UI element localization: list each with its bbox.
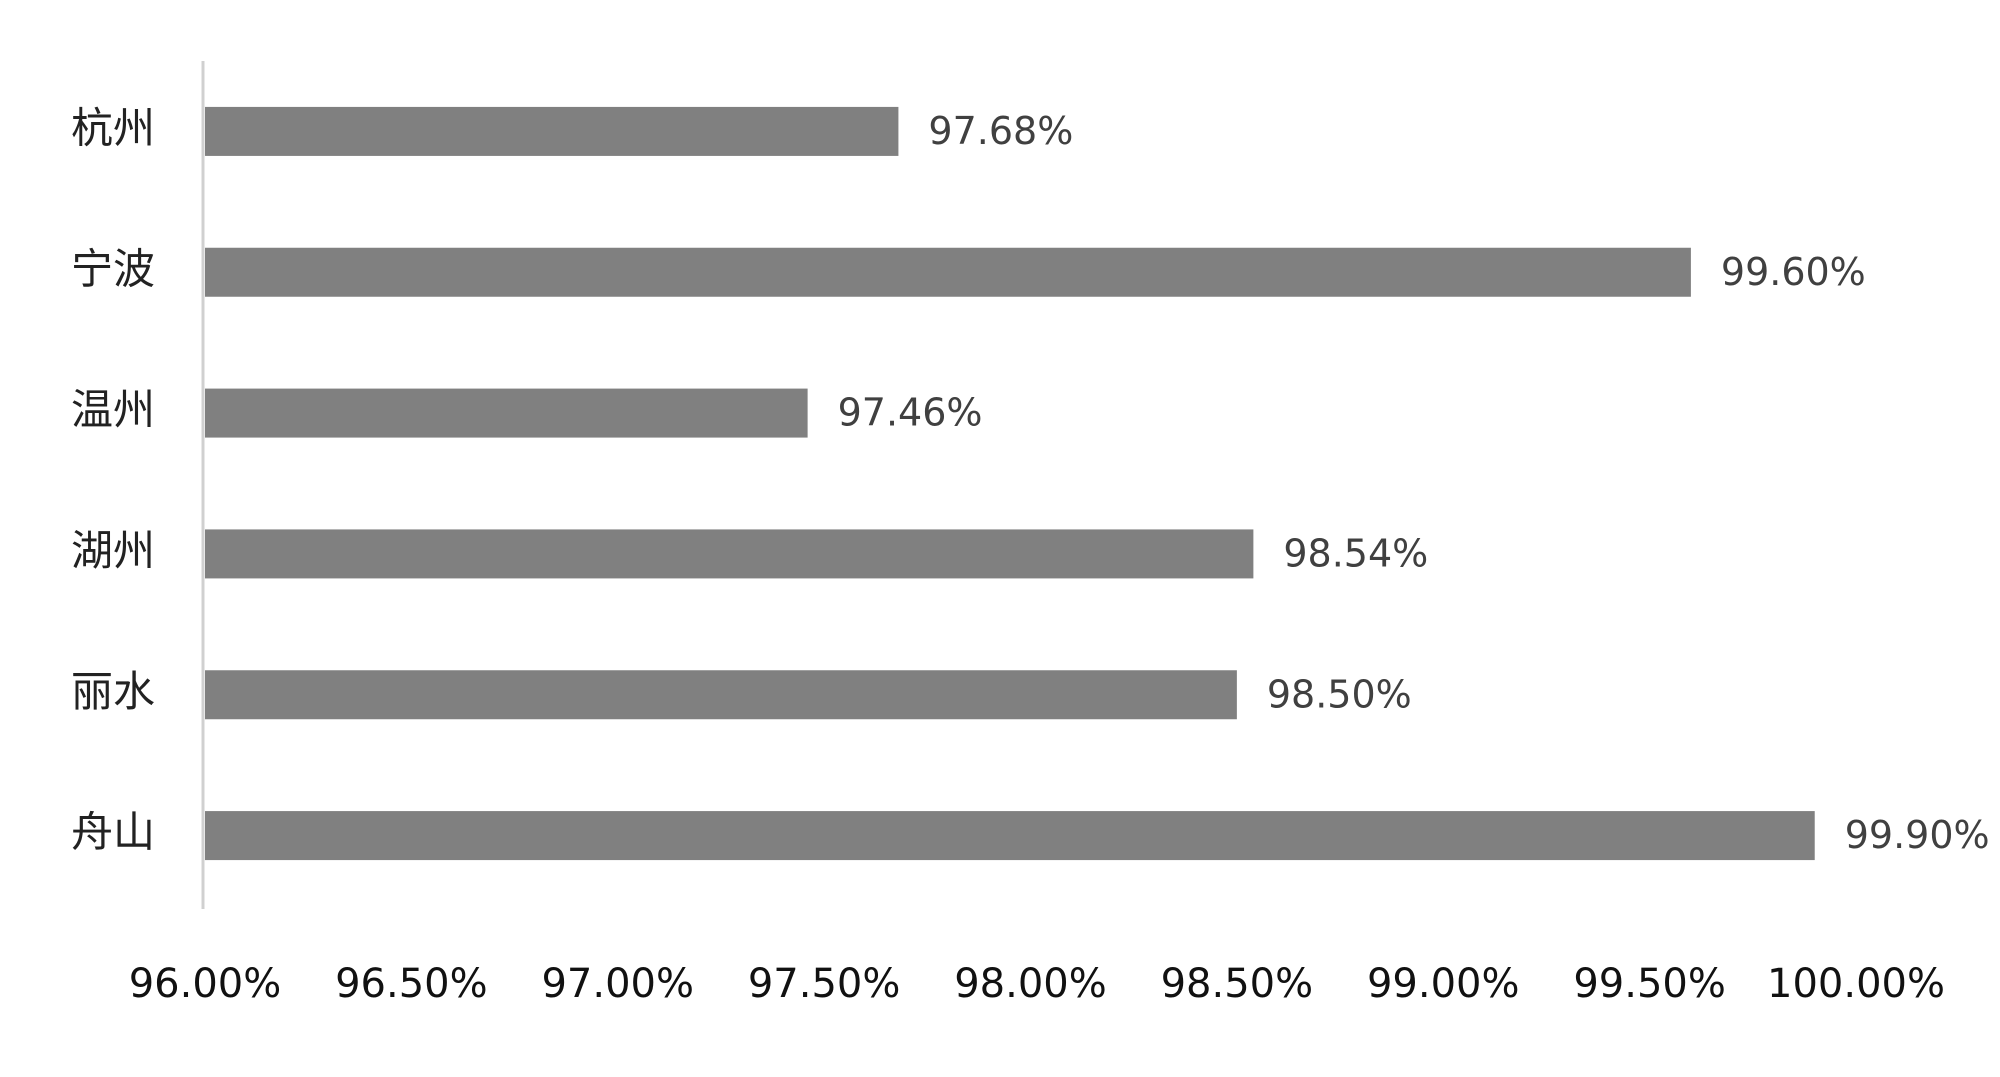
y-tick-label: 杭州: [71, 103, 155, 152]
value-label: 99.60%: [1721, 250, 1866, 294]
x-tick-label: 96.50%: [335, 961, 488, 1007]
bar: [205, 247, 1691, 297]
x-tick-label: 97.50%: [748, 961, 901, 1007]
y-tick-label: 湖州: [71, 526, 155, 575]
x-tick-label: 100.00%: [1767, 961, 1945, 1007]
x-tick-label: 98.50%: [1161, 961, 1314, 1007]
value-label: 98.54%: [1283, 531, 1428, 575]
bar: [205, 529, 1254, 579]
y-tick-label: 丽水: [71, 667, 155, 716]
value-label: 97.68%: [928, 109, 1073, 153]
x-tick-label: 99.00%: [1367, 961, 1520, 1007]
y-tick-label: 宁波: [71, 244, 155, 293]
x-tick-label: 96.00%: [129, 961, 282, 1007]
x-tick-label: 97.00%: [541, 961, 694, 1007]
y-tick-label: 温州: [71, 385, 155, 434]
value-label: 97.46%: [838, 391, 983, 435]
y-tick-label: 舟山: [71, 808, 155, 857]
bar: [205, 106, 899, 156]
bar: [205, 811, 1815, 861]
x-tick-label: 98.00%: [954, 961, 1107, 1007]
bar: [205, 388, 808, 438]
value-label: 98.50%: [1267, 672, 1412, 716]
value-label: 99.90%: [1845, 813, 1990, 857]
bar: [205, 670, 1237, 720]
x-tick-label: 99.50%: [1573, 961, 1726, 1007]
